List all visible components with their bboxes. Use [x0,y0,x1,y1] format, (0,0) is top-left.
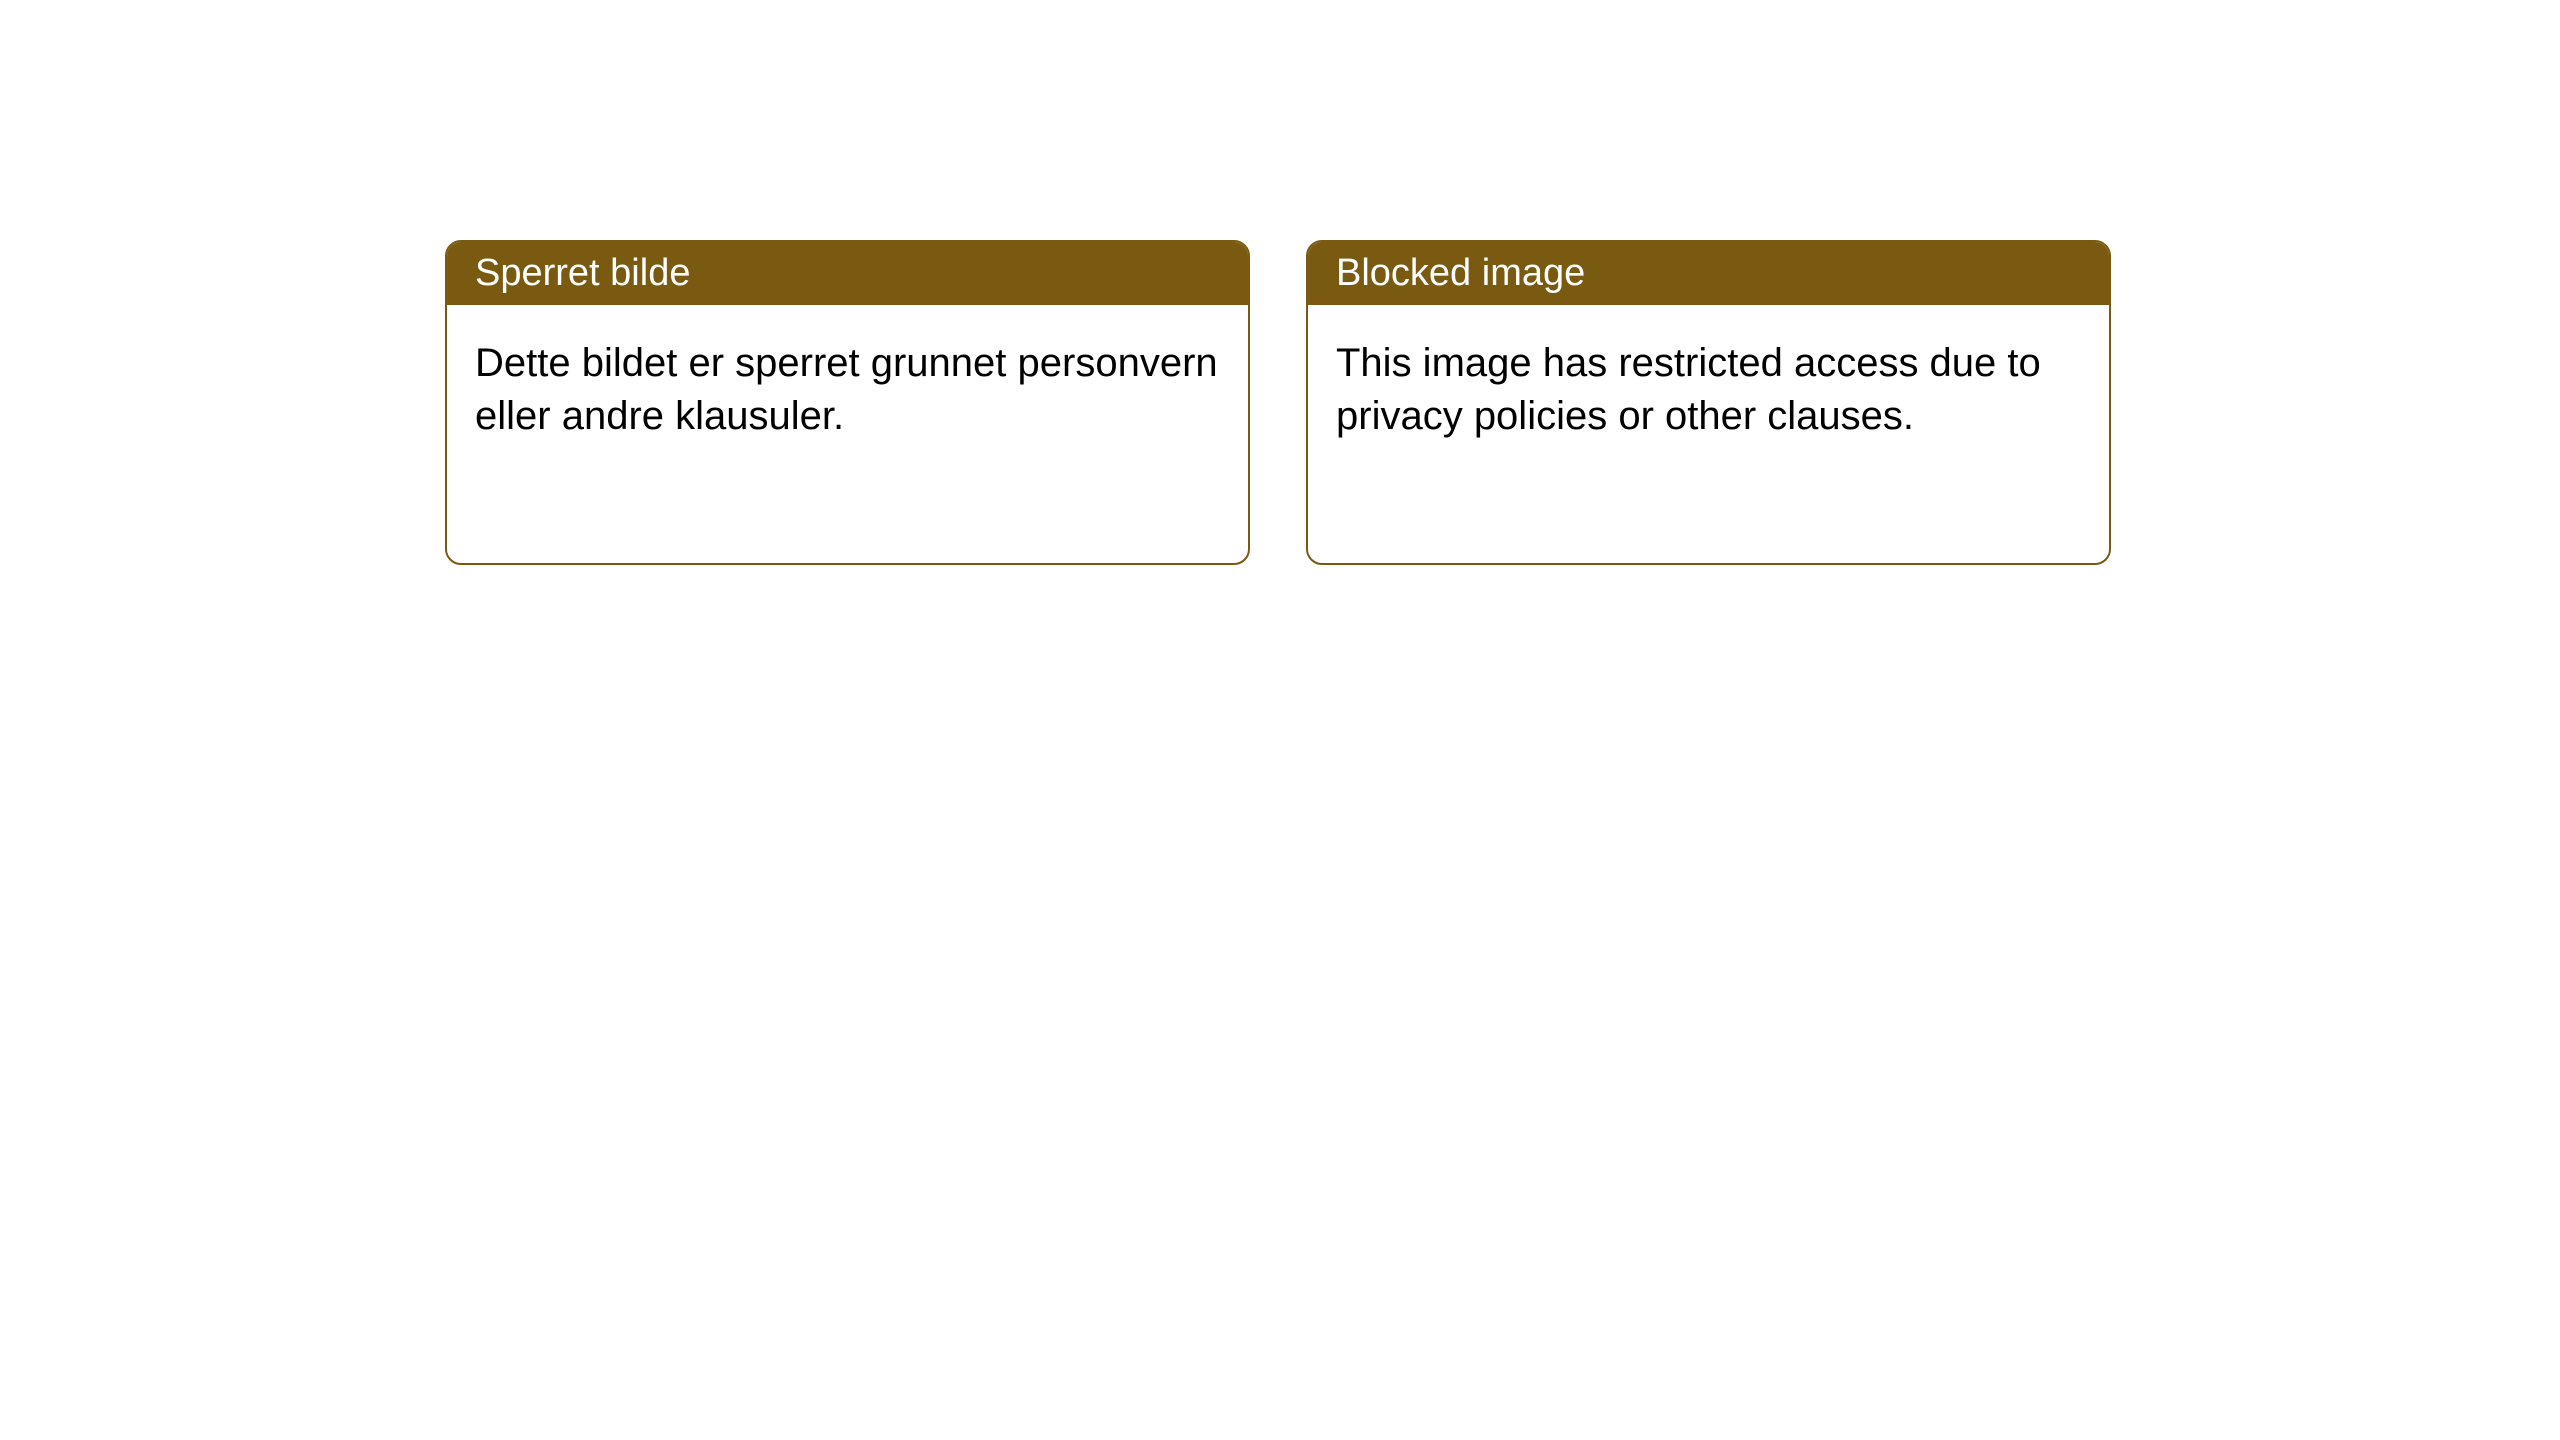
card-text: Dette bildet er sperret grunnet personve… [475,337,1220,443]
card-header: Sperret bilde [447,242,1248,305]
notice-container: Sperret bilde Dette bildet er sperret gr… [445,240,2111,565]
card-title: Sperret bilde [475,252,690,294]
card-body: Dette bildet er sperret grunnet personve… [447,305,1248,563]
notice-card-no: Sperret bilde Dette bildet er sperret gr… [445,240,1250,565]
notice-card-en: Blocked image This image has restricted … [1306,240,2111,565]
card-title: Blocked image [1336,252,1585,294]
card-text: This image has restricted access due to … [1336,337,2081,443]
card-header: Blocked image [1308,242,2109,305]
card-body: This image has restricted access due to … [1308,305,2109,563]
